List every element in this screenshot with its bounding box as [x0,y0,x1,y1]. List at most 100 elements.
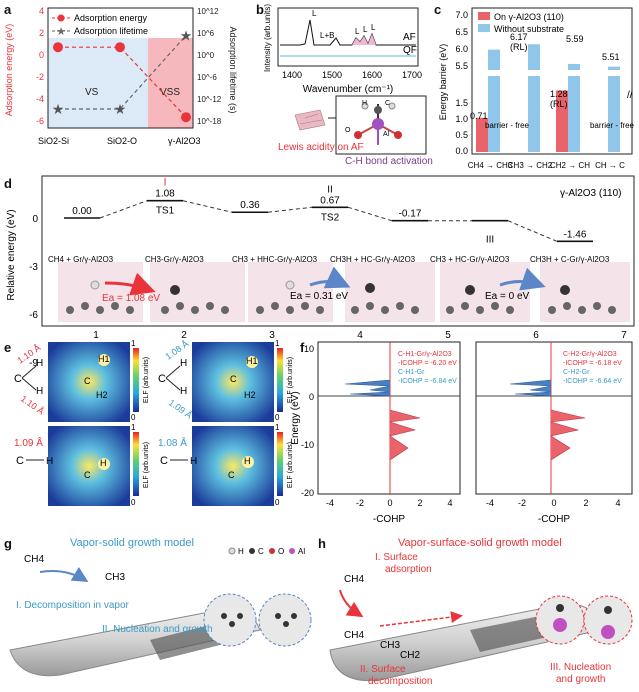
left-tick: -4 [36,94,44,104]
h-step3-b: and growth [556,674,605,685]
state-label: CH3-Gr/γ-Al2O3 [145,255,204,264]
cohp-left-pos [389,409,421,461]
c-category: CH3 → CH2 [508,161,553,170]
pa-cat-0: SiO2-Si [38,136,69,146]
cb2-bot: 0 [275,413,280,422]
panel-a-ylabel-left: Adsorption energy (eV) [4,24,14,117]
zoom-circle-h2 [583,595,633,645]
energy-point [115,42,125,53]
energy-connector [347,206,393,222]
g-legend-o: O [278,547,284,556]
d-xtick: 5 [445,330,451,341]
c-ytick-bottom: 0.5 [455,130,468,140]
trace-qf-label: QF [403,45,417,56]
panel-d-xticks: 1 2 3 4 5 6 7 [93,330,627,341]
cohp-right-neg [509,379,552,397]
panel-d-title: γ-Al2O3 (110) [560,188,622,199]
f-xtick-right: 0 [551,498,556,508]
panel-f-yticks: 10 0 -10 -20 [301,344,314,498]
panel-b-frame [277,7,419,67]
f-xtick-left: 2 [417,498,422,508]
c-ytick-top: 5.5 [455,61,468,71]
bar-without [488,49,500,152]
sketch-h4: H [190,456,197,467]
legend-right-3: -ICOHP = -6.64 eV [563,378,622,385]
elf-map-3 [48,426,130,506]
panel-c-bars: 0.716.17(RL)1.28(RL)5.595.51 [470,32,631,152]
roman-3: III [486,235,494,246]
elf-colorbar-2 [277,348,283,412]
sketch-c2: C [158,373,166,385]
val-617-rl: (RL) [510,42,528,52]
ts1-label: TS1 [156,206,175,217]
panel-f-ylabel: Energy (eV) [290,391,301,444]
cohp-frame-left [317,341,461,495]
atom-al-label: Al [383,131,390,138]
energy-line [58,46,187,118]
h-step1-b: adsorption [385,564,432,575]
state-label: CH3 + HC-Gr/γ-Al2O3 [430,255,510,264]
c-ytick-bottom: 0.0 [455,146,468,156]
trace-af-label: AF [403,32,416,43]
peak-l-4: L [371,23,376,32]
elf3-h: H [100,458,107,468]
elf2-h1: H1 [246,356,258,366]
level-label: 0.67 [320,195,340,206]
cohp-legend-right: C-H2-Gr/γ-Al2O3 -ICOHP = -6.18 eV C-H2-G… [563,351,622,385]
d-ytick: -6 [29,310,38,321]
panel-a-frame [47,7,194,129]
elf-scale-label-1: ELF (arb.units) [143,357,150,403]
bond-len-6: 1.08 Å [158,436,187,449]
panel-g-title: Vapor-solid growth model [70,537,194,549]
lewis-acid-sketch [294,109,345,131]
legend-on-swatch [478,12,490,20]
g-step2: II. Nucleation and growth [102,624,213,635]
left-tick: 2 [39,28,44,38]
panel-c: c Energy barrier (eV) 7.0 6.5 6.0 5.5 1.5 1.0… [434,2,635,170]
level-label: 0.36 [240,200,260,211]
panel-c-legend: On γ-Al2O3 (110) Without substrate [478,12,564,34]
d-xtick: 7 [621,330,627,341]
c-category: CH2 → CH [550,161,590,170]
panel-d: d Relative energy (eV) γ-Al2O3 (110) 0 -3… [4,175,635,369]
vs-region [48,38,128,128]
legend-lifetime-text: Adsorption lifetime [74,26,148,36]
cb2-top: 1 [275,339,280,348]
c-ytick-bottom: 1.5 [455,98,468,108]
elf-map-4 [192,426,274,506]
level-label: -1.46 [564,229,587,240]
state-label: CH3H + C-Gr/γ-Al2O3 [530,255,610,264]
panel-a: a VS VSS 420-2-4-6 10^1210^610^010^-610^… [4,2,238,146]
level-label: -0.17 [399,209,422,220]
right-tick: 10^-6 [197,73,217,82]
panel-a-series: ★ ★ ★ [52,28,192,123]
af-trace [280,19,416,46]
barrier-3: Ea = 0 eV [485,291,530,302]
state-label: CH3 + HHC-Gr/γ-Al2O3 [232,255,318,264]
left-tick: -6 [36,116,44,126]
left-axis-ticks: 4 2 0 -2 -4 -6 [36,6,44,126]
vs-label: VS [85,87,99,98]
elf1-h1: H1 [98,354,110,364]
h-step2-b: decomposition [368,676,432,687]
b-xtick: 1500 [322,70,342,80]
cohp-right-pos [550,409,586,461]
af-peak-fill [352,34,376,45]
g-ch3: CH3 [105,572,125,583]
cohp-left-neg [344,379,391,397]
ch-activation-caption: C-H bond activation [345,156,433,167]
legend-left-2: C-H1-Gr [398,369,425,376]
zoom-circle-g2 [258,593,312,647]
energy-connector [99,200,148,219]
peak-lb: L+B [320,31,334,40]
panel-b-xticks: 1400 1500 1600 1700 [282,70,422,80]
lewis-caption: Lewis acidity on AF [278,142,364,153]
reaction-states: CH4 + Gr/γ-Al2O3 CH3-Gr/γ-Al2O3 CH3 + HHC-… [48,255,610,264]
atom-o-label: O [345,127,351,134]
legend-without-swatch [478,24,490,32]
peak-l-3: L [363,25,368,34]
panel-e: e 1 0 1 0 1 0 1 0 ELF (arb.units) ELF (a… [4,339,294,507]
d-xtick: 2 [181,330,187,341]
